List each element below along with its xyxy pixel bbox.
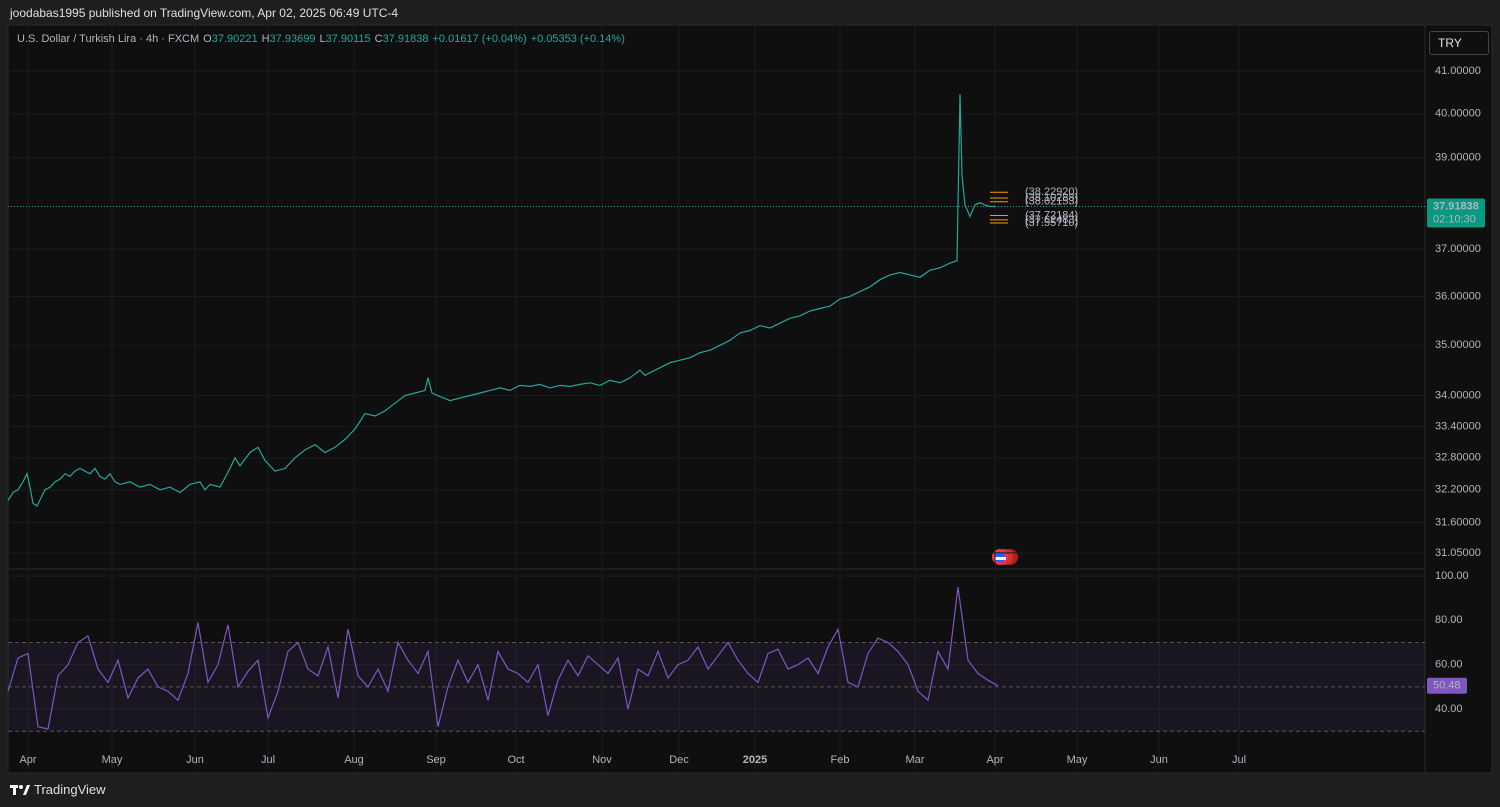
price-label-bg bbox=[1427, 198, 1485, 228]
open: 37.90221 bbox=[211, 33, 258, 45]
low: 37.90115 bbox=[325, 33, 371, 45]
y-tick-label: 35.00000 bbox=[1435, 339, 1481, 351]
change2: +0.05353 (+0.14%) bbox=[530, 33, 625, 45]
y-tick-label: 33.40000 bbox=[1435, 420, 1481, 432]
x-tick-label: 2025 bbox=[743, 754, 767, 766]
level-label: (38.10288) bbox=[1025, 192, 1078, 204]
y-tick-label: 41.00000 bbox=[1435, 65, 1481, 77]
label: L37.90115 bbox=[319, 33, 371, 45]
x-tick-label: Jun bbox=[1150, 754, 1168, 766]
level-label: (37.55710) bbox=[1025, 217, 1078, 229]
change: +0.01617 (+0.04%) bbox=[432, 33, 527, 45]
x-tick-label: Apr bbox=[19, 754, 36, 766]
label: H37.93699 bbox=[261, 33, 316, 45]
rsi-label-bg bbox=[1427, 677, 1467, 694]
y-tick-label: 60.00 bbox=[1435, 659, 1463, 671]
brand: TradingView bbox=[34, 782, 106, 797]
level-label: (38.22920) bbox=[1025, 186, 1078, 198]
level-label: (37.72184) bbox=[1025, 209, 1078, 221]
rsi-label: 50.48 bbox=[1433, 680, 1461, 692]
high: 37.93699 bbox=[269, 33, 316, 45]
y-tick-label: 31.60000 bbox=[1435, 516, 1481, 528]
y-tick-label: 39.00000 bbox=[1435, 152, 1481, 164]
symbol: U.S. Dollar / Turkish Lira · 4h · FXCM bbox=[17, 33, 200, 45]
x-tick-label: Sep bbox=[426, 754, 446, 766]
x-tick-label: Oct bbox=[507, 754, 524, 766]
y-tick-label: 36.00000 bbox=[1435, 290, 1481, 302]
x-tick-label: Aug bbox=[344, 754, 364, 766]
label: C37.91838 bbox=[374, 33, 429, 45]
y-tick-label: 40.00 bbox=[1435, 703, 1463, 715]
y-tick-label: 37.00000 bbox=[1435, 243, 1481, 255]
y-tick-label: 32.20000 bbox=[1435, 484, 1481, 496]
x-tick-label: Dec bbox=[669, 754, 689, 766]
y-tick-label: 40.00000 bbox=[1435, 108, 1481, 120]
level-label: (38.02153) bbox=[1025, 196, 1078, 208]
publisher: joodabas1995 published on TradingView.co… bbox=[10, 6, 399, 20]
event-badge bbox=[992, 549, 1018, 565]
legend: U.S. Dollar / Turkish Lira · 4h · FXCM O… bbox=[17, 33, 625, 45]
logo bbox=[10, 784, 30, 795]
x-tick-label: May bbox=[102, 754, 123, 766]
close: 37.91838 bbox=[382, 33, 429, 45]
y-tick-label: 80.00 bbox=[1435, 614, 1463, 626]
x-tick-label: Feb bbox=[831, 754, 850, 766]
currency-button[interactable]: TRY bbox=[1429, 31, 1489, 55]
price-label: 37.91838 bbox=[1433, 200, 1479, 212]
x-tick-label: Jul bbox=[1232, 754, 1246, 766]
x-tick-label: Jun bbox=[186, 754, 204, 766]
footer: TradingView bbox=[10, 782, 106, 797]
x-tick-label: Apr bbox=[986, 754, 1003, 766]
label: O37.90221 bbox=[203, 33, 258, 45]
x-tick-label: May bbox=[1067, 754, 1088, 766]
x-tick-label: Jul bbox=[261, 754, 275, 766]
y-tick-label: 34.00000 bbox=[1435, 389, 1481, 401]
y-tick-label: 100.00 bbox=[1435, 570, 1469, 582]
level-label: (37.62483) bbox=[1025, 214, 1078, 226]
y-tick-label: 32.80000 bbox=[1435, 452, 1481, 464]
series-line bbox=[7, 94, 996, 507]
countdown: 02:10:30 bbox=[1433, 213, 1476, 225]
x-tick-label: Mar bbox=[906, 754, 925, 766]
chart-bg bbox=[7, 24, 1493, 774]
series-line bbox=[7, 587, 999, 730]
x-tick-label: Nov bbox=[592, 754, 612, 766]
y-tick-label: 31.05000 bbox=[1435, 547, 1481, 559]
